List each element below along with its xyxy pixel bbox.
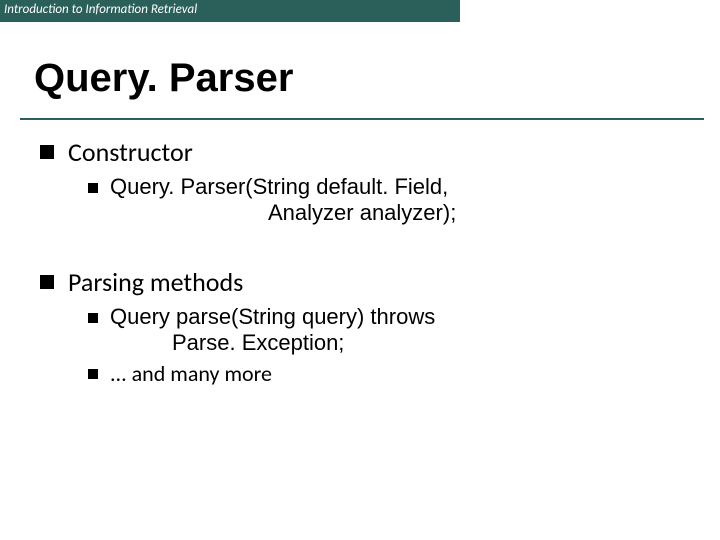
- list-item: Query. Parser(String default. Field, Ana…: [88, 174, 680, 226]
- code-line: Parse. Exception;: [110, 330, 344, 355]
- bullet-square-icon: [40, 145, 54, 159]
- code-line: Query. Parser(String default. Field,: [110, 174, 448, 199]
- title-underline: [20, 118, 704, 120]
- list-item: Query parse(String query) throws Parse. …: [88, 304, 680, 356]
- slide: Introduction to Information Retrieval Qu…: [0, 0, 720, 540]
- title-area: Query. Parser: [34, 56, 293, 101]
- section-heading: Constructor: [40, 136, 680, 168]
- bullet-square-icon: [88, 313, 98, 323]
- section-heading-text: Parsing methods: [68, 266, 243, 298]
- slide-content: Constructor Query. Parser(String default…: [40, 136, 680, 391]
- code-signature: Query parse(String query) throws Parse. …: [110, 304, 435, 356]
- code-line: Query parse(String query) throws: [110, 304, 435, 329]
- section-heading: Parsing methods: [40, 266, 680, 298]
- bullet-square-icon: [88, 183, 98, 193]
- bullet-square-icon: [88, 369, 98, 379]
- list-item-text: ... and many more: [110, 360, 272, 387]
- bullet-square-icon: [40, 275, 54, 289]
- code-signature: Query. Parser(String default. Field, Ana…: [110, 174, 456, 226]
- code-line: Analyzer analyzer);: [110, 200, 456, 225]
- header-course-text: Introduction to Information Retrieval: [4, 2, 197, 17]
- list-item: ... and many more: [88, 360, 680, 387]
- slide-title: Query. Parser: [34, 56, 293, 101]
- section-heading-text: Constructor: [68, 136, 193, 168]
